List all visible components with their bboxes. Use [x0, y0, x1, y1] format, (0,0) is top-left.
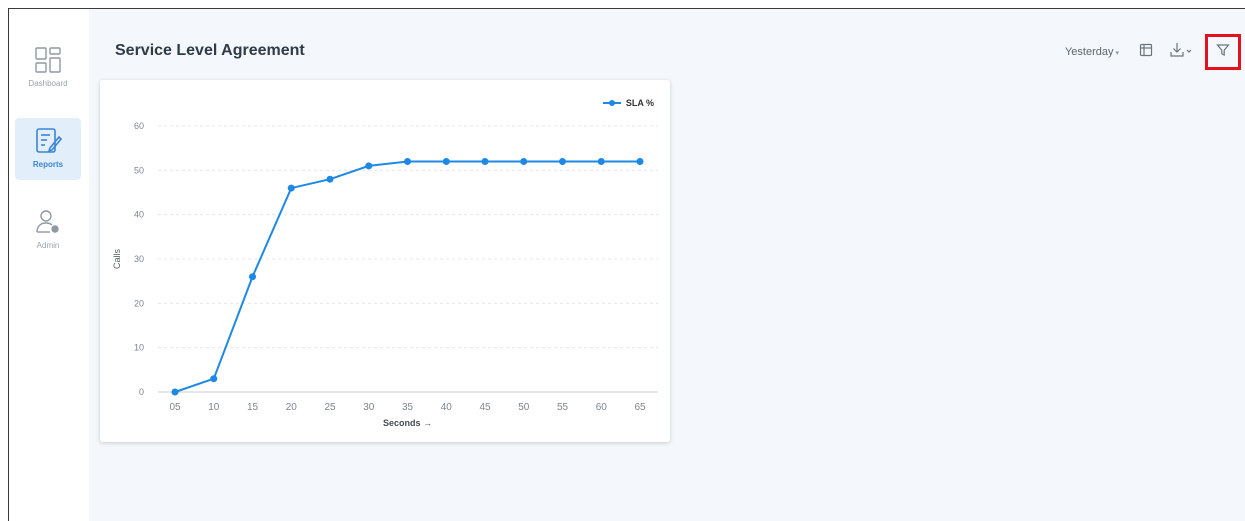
sidebar-item-reports[interactable]: Reports — [15, 118, 81, 180]
x-tick-label: 50 — [518, 402, 530, 413]
x-axis-label: Seconds → — [383, 418, 432, 428]
data-point[interactable] — [249, 273, 256, 281]
x-tick-label: 10 — [208, 402, 220, 413]
filter-button[interactable] — [1205, 34, 1241, 70]
x-tick-label: 15 — [247, 402, 259, 413]
x-axis-ticks: 05 10 15 20 25 30 35 40 45 50 55 60 65 — [169, 402, 646, 413]
x-tick-label: 20 — [286, 402, 298, 413]
toolbar: Yesterday ▾ — [1065, 34, 1245, 70]
sidebar-item-label: Admin — [36, 241, 60, 250]
series-line — [174, 160, 640, 393]
filter-icon — [1216, 43, 1230, 62]
period-dropdown[interactable]: Yesterday ▾ — [1065, 46, 1119, 58]
x-tick-label: 55 — [557, 402, 569, 413]
y-tick-label: 60 — [134, 121, 144, 131]
sla-chart-card: SLA % 0 10 20 30 40 50 60 05 10 15 20 25 30 35 40 45 50… — [100, 80, 670, 442]
data-point[interactable] — [365, 162, 373, 170]
sidebar-item-label: Reports — [32, 160, 64, 169]
data-point[interactable] — [481, 157, 489, 165]
sidebar-item-label: Dashboard — [28, 79, 68, 88]
data-point[interactable] — [597, 157, 605, 165]
table-view-button[interactable] — [1135, 41, 1157, 63]
data-point[interactable] — [210, 375, 218, 383]
dashboard-icon — [31, 43, 65, 77]
y-tick-label: 50 — [134, 165, 144, 175]
reports-icon — [31, 124, 65, 158]
sla-line-chart: 0 10 20 30 40 50 60 05 10 15 20 25 30 35 40 45 50 55 60 65… — [112, 121, 658, 428]
page-title: Service Level Agreement — [115, 42, 305, 59]
data-point[interactable] — [636, 157, 644, 165]
period-label: Yesterday — [1064, 46, 1114, 58]
sidebar-item-admin[interactable]: Admin — [15, 199, 81, 261]
x-tick-label: 30 — [363, 402, 375, 413]
download-icon — [1169, 42, 1193, 63]
x-tick-label: 45 — [479, 402, 491, 413]
x-tick-label: 40 — [441, 402, 453, 413]
y-tick-label: 30 — [134, 254, 144, 264]
y-tick-label: 0 — [139, 387, 144, 397]
data-point[interactable] — [559, 157, 566, 165]
y-axis-ticks: 0 10 20 30 40 50 60 — [134, 121, 144, 397]
data-point[interactable] — [287, 184, 295, 192]
x-tick-label: 05 — [169, 402, 181, 413]
data-point[interactable] — [520, 157, 528, 165]
chevron-down-icon: ▾ — [1115, 50, 1119, 57]
x-tick-label: 35 — [402, 402, 414, 413]
download-button[interactable] — [1167, 41, 1195, 63]
data-point[interactable] — [326, 175, 334, 183]
x-tick-label: 65 — [634, 402, 646, 413]
legend-swatch — [602, 100, 621, 106]
y-tick-label: 20 — [134, 298, 144, 308]
data-point[interactable] — [171, 388, 179, 396]
sidebar-item-dashboard[interactable]: Dashboard — [15, 37, 81, 99]
sidebar: Dashboard Reports — [9, 9, 89, 521]
x-tick-label: 25 — [324, 402, 336, 413]
x-tick-label: 60 — [596, 402, 608, 413]
y-tick-label: 40 — [134, 210, 144, 220]
y-tick-label: 10 — [134, 343, 144, 353]
table-icon — [1139, 43, 1153, 62]
admin-user-icon — [31, 205, 65, 239]
data-point[interactable] — [404, 157, 411, 165]
y-axis-label: Calls — [112, 249, 122, 270]
legend-label: SLA % — [625, 98, 654, 108]
chart-grid — [158, 125, 658, 349]
chart-series — [171, 157, 644, 396]
app-frame: Dashboard Reports — [8, 8, 1245, 521]
chart-legend[interactable]: SLA % — [602, 98, 654, 108]
data-point[interactable] — [442, 157, 450, 165]
